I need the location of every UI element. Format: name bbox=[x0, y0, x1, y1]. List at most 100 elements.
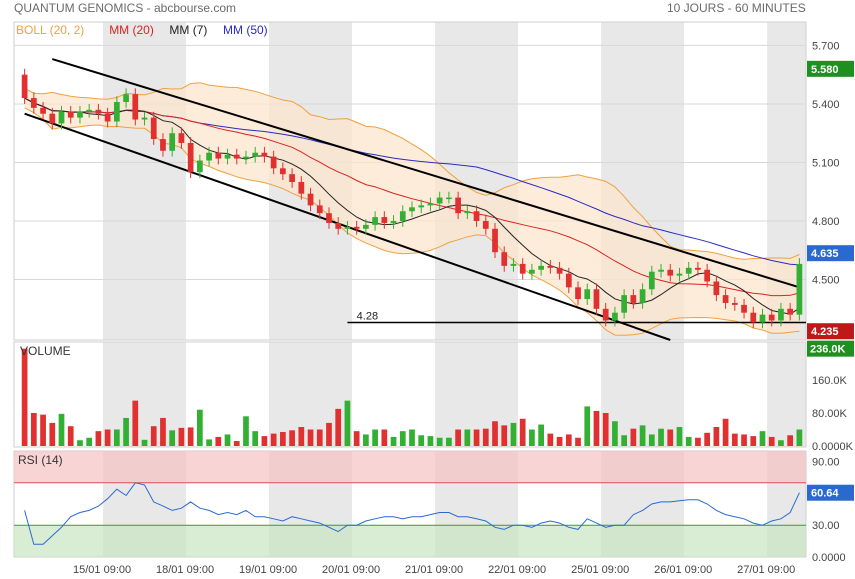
volume-bar bbox=[252, 431, 259, 446]
candle-body bbox=[482, 220, 489, 229]
volume-bar bbox=[556, 436, 563, 446]
volume-bar bbox=[58, 413, 65, 446]
candle-body bbox=[602, 308, 609, 321]
volume-bar bbox=[21, 348, 28, 446]
volume-bar bbox=[648, 434, 655, 446]
candle-body bbox=[685, 267, 692, 274]
bollinger-upper-badge: 4.635 bbox=[811, 248, 839, 260]
candle-body bbox=[335, 222, 342, 229]
volume-bar bbox=[510, 422, 517, 446]
volume-bar bbox=[778, 440, 784, 446]
volume-bar bbox=[233, 441, 240, 446]
candle-body bbox=[427, 203, 434, 206]
candle-body bbox=[648, 271, 655, 290]
candle-body bbox=[40, 107, 46, 114]
volume-bar bbox=[381, 429, 388, 446]
volume-bar bbox=[132, 400, 139, 446]
candle-body bbox=[750, 312, 757, 323]
volume-bar bbox=[538, 424, 544, 446]
candle-body bbox=[187, 142, 194, 173]
candle-body bbox=[658, 269, 664, 272]
volume-bar bbox=[575, 437, 581, 446]
rsi-overbought-zone bbox=[14, 451, 806, 483]
candle-body bbox=[538, 265, 544, 270]
rsi-line bbox=[24, 482, 800, 545]
volume-bar bbox=[224, 434, 231, 446]
candle-body bbox=[30, 98, 37, 108]
candle-body bbox=[796, 263, 803, 315]
x-tick-label: 21/01 09:00 bbox=[405, 564, 463, 576]
candle-body bbox=[492, 228, 498, 253]
volume-bar bbox=[150, 426, 157, 446]
legend-item: MM (7) bbox=[169, 23, 207, 37]
last-price-badge: 5.580 bbox=[811, 64, 839, 76]
volume-bar bbox=[704, 432, 711, 446]
candle-body bbox=[77, 111, 83, 118]
volume-bar bbox=[741, 434, 747, 446]
candle-body bbox=[169, 133, 176, 151]
x-tick-label: 26/01 09:00 bbox=[654, 564, 712, 576]
volume-last-bg bbox=[807, 340, 854, 357]
volume-bar bbox=[667, 429, 674, 446]
volume-bar bbox=[621, 435, 628, 446]
volume-bar bbox=[344, 400, 351, 446]
candle-body bbox=[399, 211, 406, 221]
candle-body bbox=[270, 156, 277, 169]
price-tick-label: 5.700 bbox=[812, 40, 840, 52]
volume-bar bbox=[49, 422, 56, 446]
volume-bar bbox=[658, 428, 664, 446]
candle-body bbox=[612, 312, 618, 321]
volume-bar bbox=[787, 435, 794, 446]
candle-body bbox=[132, 94, 139, 120]
volume-bar bbox=[492, 421, 498, 446]
volume-bar bbox=[372, 429, 378, 446]
bollinger-upper-line bbox=[24, 82, 800, 260]
candle-body bbox=[196, 160, 203, 173]
volume-bar bbox=[473, 429, 480, 446]
volume-bar bbox=[464, 429, 471, 446]
candle-body bbox=[21, 74, 28, 99]
rsi-tick-label: 90.00 bbox=[812, 457, 840, 469]
chart-title: QUANTUM GENOMICS - abcbourse.com bbox=[14, 1, 237, 15]
candle-body bbox=[547, 265, 554, 268]
candle-body bbox=[261, 152, 268, 157]
price-tick-label: 5.400 bbox=[812, 99, 840, 111]
volume-bar bbox=[307, 429, 314, 446]
legend-item: BOLL (20, 2) bbox=[16, 23, 84, 37]
candle-body bbox=[215, 152, 222, 159]
day-shade bbox=[103, 22, 187, 340]
volume-bar bbox=[187, 427, 194, 446]
volume-last-label: 236.0K bbox=[810, 344, 846, 356]
candle-body bbox=[326, 213, 332, 223]
x-tick-label: 27/01 09:00 bbox=[737, 564, 795, 576]
candle-body bbox=[630, 295, 637, 303]
x-tick-label: 18/01 09:00 bbox=[156, 564, 214, 576]
volume-tick-label: 160.0K bbox=[812, 375, 848, 387]
x-tick-label: 20/01 09:00 bbox=[322, 564, 380, 576]
volume-bar bbox=[455, 429, 461, 446]
candle-body bbox=[731, 302, 738, 305]
volume-bar bbox=[206, 439, 212, 446]
volume-bar bbox=[713, 427, 720, 446]
candle-body bbox=[113, 101, 120, 122]
chart-legend: BOLL (20, 2) MM (20) MM (7) MM (50) bbox=[16, 23, 268, 37]
candle-body bbox=[243, 156, 249, 159]
candle-body bbox=[778, 308, 784, 321]
volume-bar bbox=[436, 437, 443, 446]
volume-bar bbox=[630, 428, 637, 446]
rsi-indicator bbox=[14, 451, 806, 557]
volume-bar bbox=[298, 427, 305, 446]
candle-body bbox=[67, 111, 74, 118]
axis-labels: 4.500 4.800 5.100 5.400 5.700 5.580 4.635 4.235… bbox=[18, 40, 854, 576]
volume-bar bbox=[141, 439, 148, 446]
candle-body bbox=[704, 269, 711, 282]
candle-body bbox=[787, 308, 794, 315]
rsi-tick-label: 30.00 bbox=[812, 520, 840, 532]
candle-body bbox=[768, 314, 775, 321]
volume-bar bbox=[280, 431, 286, 446]
volume-tick-label: 0.0000K bbox=[812, 441, 854, 453]
candle-body bbox=[252, 152, 259, 157]
volume-bar bbox=[289, 430, 295, 446]
rsi-last-label: 60.64 bbox=[811, 488, 839, 500]
price-tick-label: 4.800 bbox=[812, 216, 840, 228]
